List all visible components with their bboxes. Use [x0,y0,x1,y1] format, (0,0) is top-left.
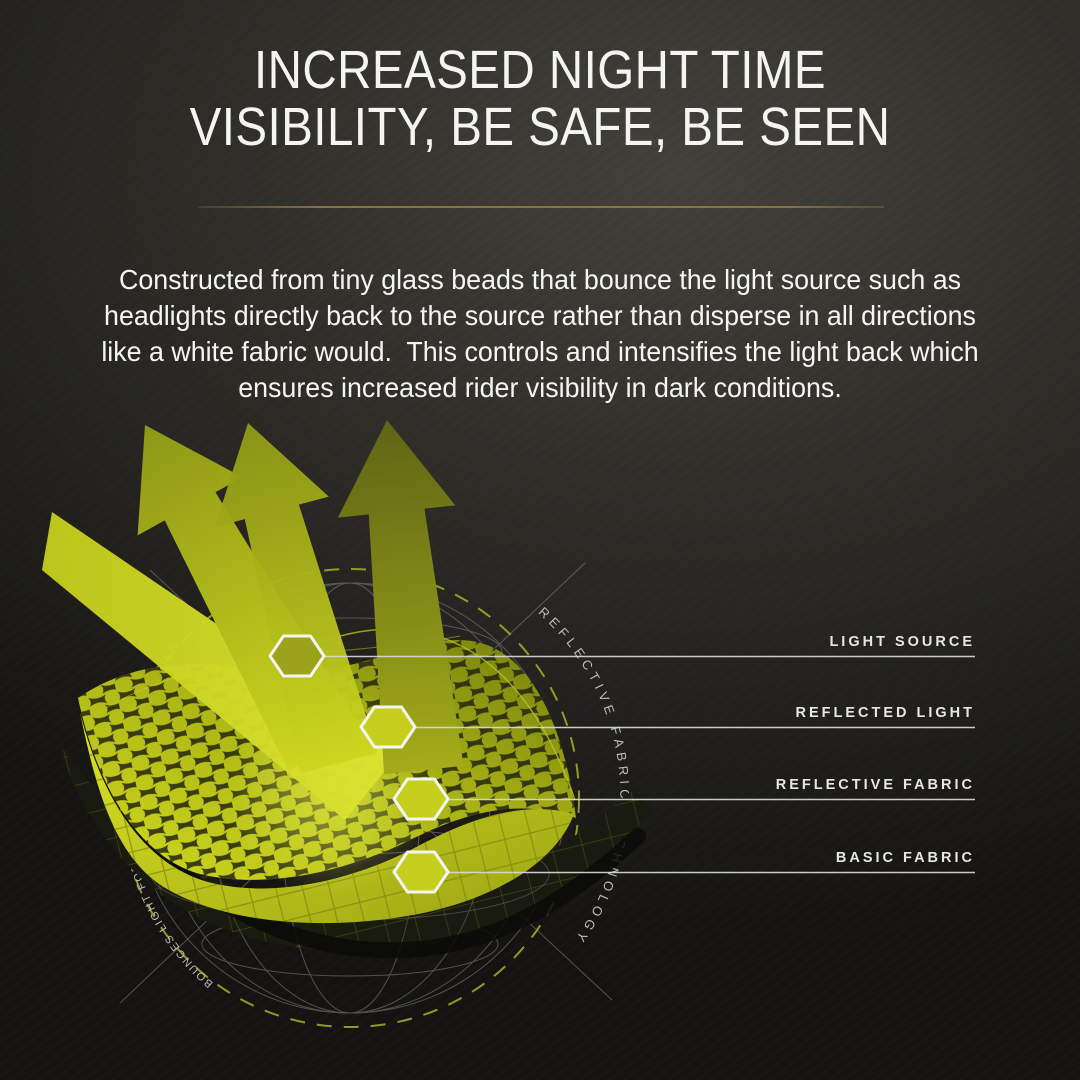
title-line-1: INCREASED NIGHT TIME [253,40,827,100]
title-line-2: VISIBILITY, BE SAFE, BE SEEN [189,97,891,157]
hexagon-marker-icon [268,634,326,678]
hexagon-markers [268,634,450,894]
page-title: INCREASED NIGHT TIME VISIBILITY, BE SAFE… [65,42,1015,156]
intro-paragraph: Constructed from tiny glass beads that b… [101,264,987,403]
hexagon-marker-icon [359,705,417,749]
callout-label-reflected-light: REFLECTED LIGHT [795,705,975,721]
reflected-arrow-2 [214,423,378,774]
callout-lines [297,655,975,874]
reflected-arrow-3 [337,420,464,775]
reflected-arrows [137,420,464,775]
hexagon-marker-icon [392,777,450,821]
dashed-ring [120,568,580,1028]
callout-label-reflective-fabric: REFLECTIVE FABRIC [776,777,975,793]
hexagon-marker-icon [392,850,450,894]
callout-label-basic-fabric: BASIC FABRIC [836,850,975,866]
title-divider [198,206,884,208]
callout-label-light-source: LIGHT SOURCE [829,634,975,650]
fabric-accent-curve [299,628,576,801]
callout-labels: LIGHT SOURCE REFLECTED LIGHT REFLECTIVE … [776,634,975,866]
